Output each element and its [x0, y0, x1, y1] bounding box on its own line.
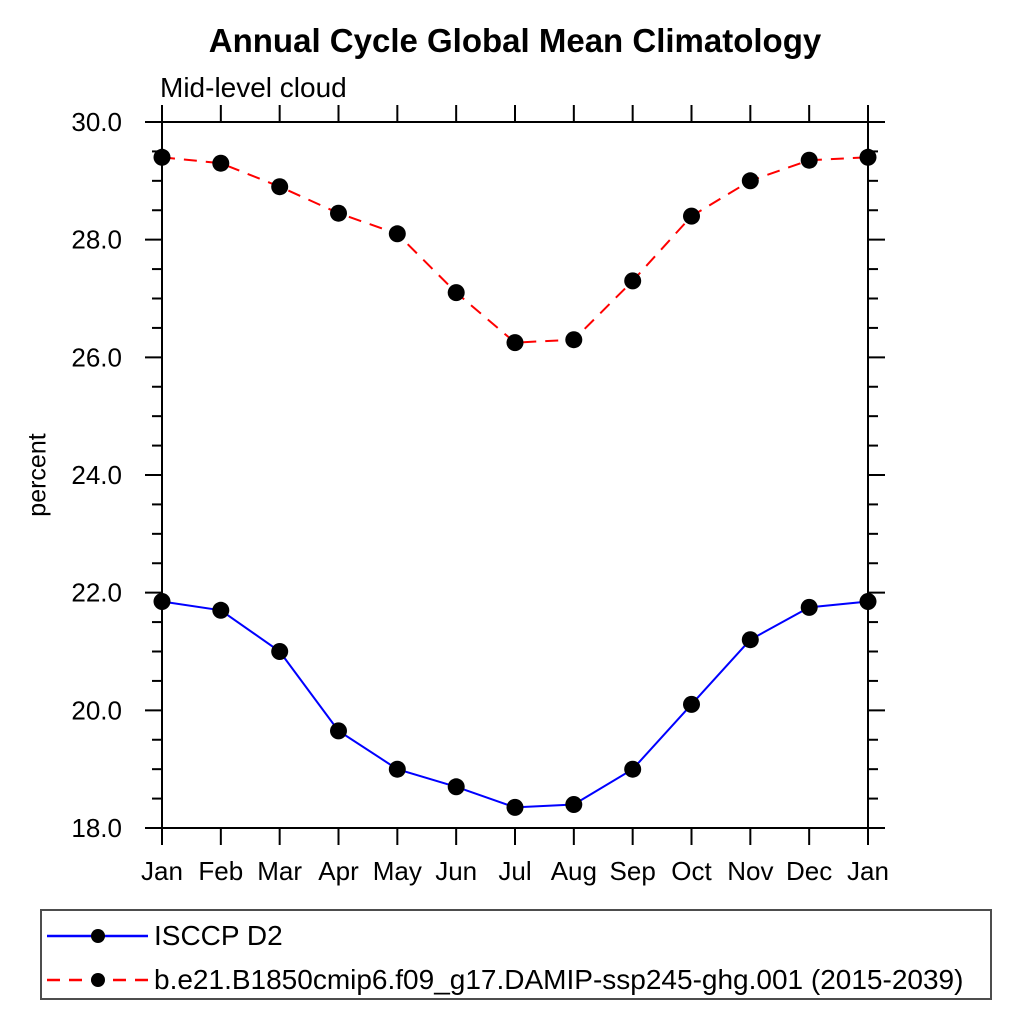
chart-subtitle: Mid-level cloud: [160, 72, 347, 103]
data-point-marker: [388, 225, 406, 243]
y-tick-label: 26.0: [71, 342, 122, 372]
legend-line-sample: [47, 973, 148, 987]
legend-label: b.e21.B1850cmip6.f09_g17.DAMIP-ssp245-gh…: [154, 964, 964, 995]
data-point-marker: [800, 151, 818, 169]
data-point-marker: [741, 172, 759, 190]
x-tick-label: Sep: [610, 856, 656, 886]
y-tick-label: 24.0: [71, 460, 122, 490]
data-point-marker: [330, 204, 347, 222]
chart-title: Annual Cycle Global Mean Climatology: [208, 22, 822, 59]
data-point-marker: [859, 593, 877, 610]
data-point-marker: [683, 207, 700, 225]
x-tick-label: Feb: [198, 856, 243, 886]
x-tick-label: Nov: [727, 856, 773, 886]
y-tick-label: 18.0: [71, 813, 122, 843]
x-tick-label: Mar: [257, 856, 302, 886]
data-point-marker: [506, 798, 524, 816]
y-tick-label: 20.0: [71, 695, 122, 725]
data-point-marker: [565, 331, 583, 349]
data-point-marker: [506, 334, 524, 352]
x-tick-label: Jan: [141, 856, 183, 886]
data-point-marker: [153, 593, 171, 610]
legend-line-sample: [47, 929, 148, 943]
x-tick-label: Oct: [671, 856, 712, 886]
data-point-marker: [447, 778, 465, 796]
y-tick-label: 30.0: [71, 107, 122, 137]
legend-item-model: b.e21.B1850cmip6.f09_g17.DAMIP-ssp245-gh…: [45, 964, 963, 996]
series-line-model: [161, 156, 869, 344]
legend-box: ISCCP D2 b.e21.B1850cmip6.f09_g17.DAMIP-s…: [40, 909, 992, 1000]
y-tick-label: 28.0: [71, 225, 122, 255]
data-point-marker: [271, 178, 289, 196]
x-tick-label: May: [373, 856, 422, 886]
x-tick-label: Apr: [318, 856, 359, 886]
y-tick-label: 22.0: [71, 578, 122, 608]
plot-frame: [161, 121, 869, 829]
legend-label: ISCCP D2: [154, 920, 283, 951]
data-point-marker: [624, 760, 642, 778]
legend-marker-dot: [91, 929, 105, 943]
data-point-marker: [271, 643, 289, 660]
data-point-marker: [859, 148, 877, 166]
x-tick-label: Dec: [786, 856, 832, 886]
data-point-marker: [330, 722, 347, 740]
data-point-marker: [388, 760, 406, 778]
x-tick-label: Jan: [847, 856, 889, 886]
data-point-marker: [741, 631, 759, 649]
data-point-marker: [212, 601, 230, 619]
data-point-marker: [800, 598, 818, 616]
x-tick-label: Jun: [435, 856, 477, 886]
data-point-marker: [624, 272, 642, 290]
x-tick-label: Aug: [551, 856, 597, 886]
data-point-marker: [447, 284, 465, 302]
data-point-marker: [683, 695, 700, 713]
legend-marker-dot: [91, 973, 105, 987]
data-point-marker: [153, 148, 171, 166]
legend-item-isccp-d2: ISCCP D2: [45, 920, 283, 952]
x-tick-label: Jul: [498, 856, 531, 886]
series-line-isccp-d2: [161, 600, 869, 809]
data-point-marker: [565, 796, 583, 813]
data-point-marker: [212, 154, 230, 172]
